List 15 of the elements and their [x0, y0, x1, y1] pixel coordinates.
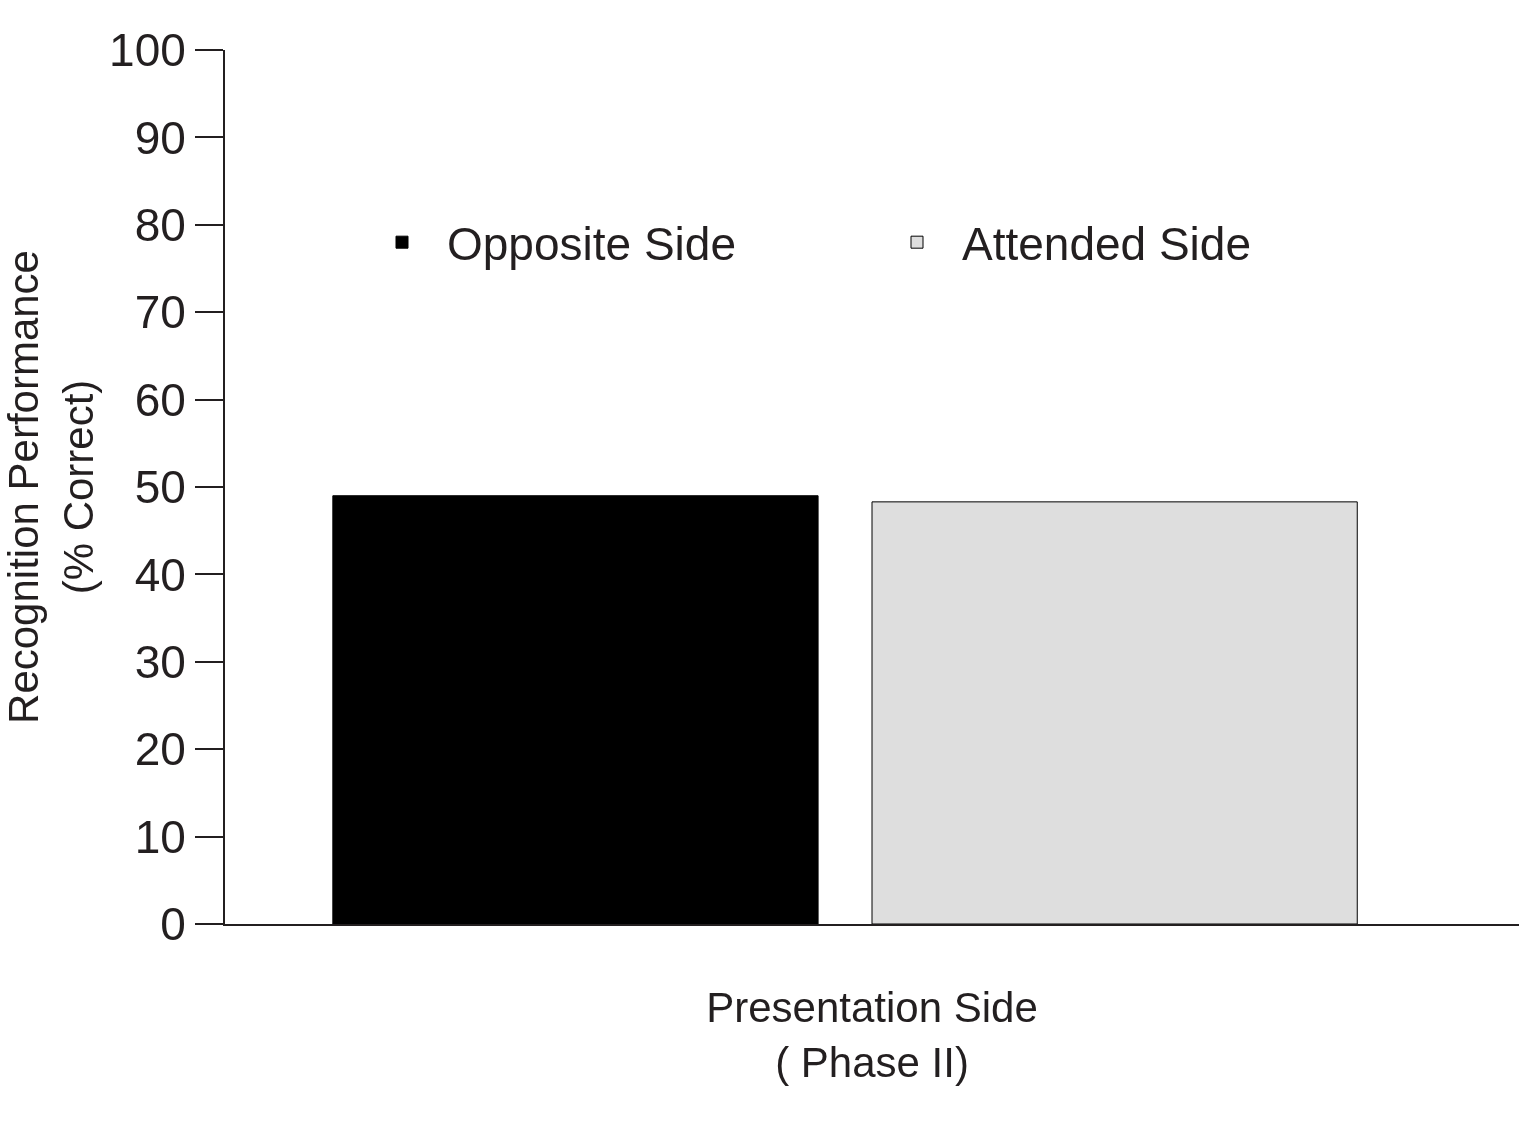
legend-label: Opposite Side	[447, 218, 736, 271]
y-tick-label: 40	[134, 548, 186, 601]
y-tick-label: 90	[134, 111, 186, 164]
y-tick-label: 20	[134, 723, 186, 776]
y-tick-label: 70	[134, 286, 186, 339]
y-axis-title: Recognition Performance (% Correct)	[0, 250, 102, 724]
legend-label: Attended Side	[962, 218, 1252, 271]
y-tick-label: 100	[109, 24, 186, 77]
y-tick-label: 60	[134, 373, 186, 426]
y-tick-label: 50	[134, 461, 186, 514]
y-tick-label: 30	[134, 635, 186, 688]
y-tick-label: 10	[134, 810, 186, 863]
x-axis-title: Presentation Side ( Phase II)	[706, 984, 1038, 1086]
y-tick-label: 0	[160, 898, 186, 951]
y-tick-label: 80	[134, 198, 186, 251]
